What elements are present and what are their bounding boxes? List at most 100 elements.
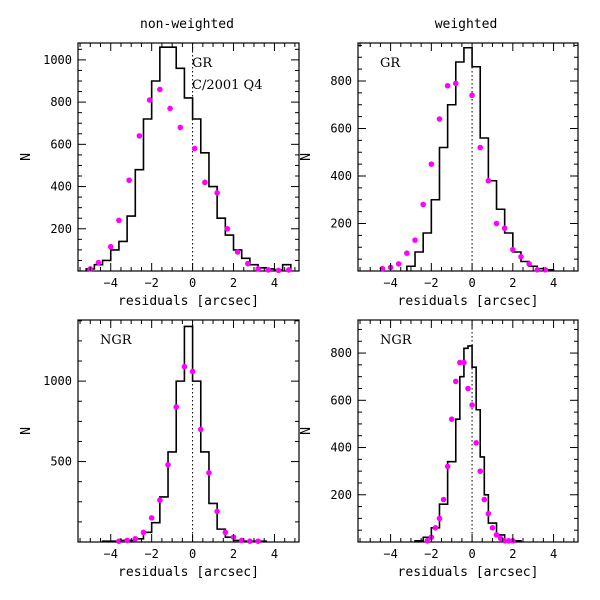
x-axis-label: residuals [arcsec] xyxy=(118,565,259,580)
data-point xyxy=(493,220,500,227)
data-point xyxy=(432,525,439,531)
data-point xyxy=(469,402,475,408)
data-point xyxy=(238,537,245,544)
data-point xyxy=(148,515,155,521)
data-point xyxy=(485,177,492,184)
data-point xyxy=(518,253,524,260)
data-point xyxy=(404,250,410,256)
panel-annotation: C/2001 Q4 xyxy=(192,78,262,93)
x-tick-label: 4 xyxy=(550,547,557,561)
y-axis-label: N xyxy=(19,153,34,161)
data-point xyxy=(469,92,475,99)
data-point xyxy=(395,261,402,267)
data-point xyxy=(224,225,231,232)
data-point xyxy=(202,179,208,186)
data-point xyxy=(124,537,130,544)
y-tick-label: 400 xyxy=(330,169,352,183)
data-point xyxy=(477,468,484,474)
x-axis-label: residuals [arcsec] xyxy=(398,565,539,580)
data-point xyxy=(157,497,163,503)
x-axis-label: residuals [arcsec] xyxy=(398,294,539,309)
y-axis-label: N xyxy=(299,153,314,161)
panel-annotation: GR xyxy=(192,56,213,71)
data-point xyxy=(420,201,426,208)
column-title-right: weighted xyxy=(435,17,498,32)
x-tick-label: 0 xyxy=(189,276,196,290)
y-tick-label: 200 xyxy=(50,222,72,236)
x-axis-label: residuals [arcsec] xyxy=(118,294,259,309)
y-tick-label: 600 xyxy=(330,122,352,136)
data-point xyxy=(136,133,143,139)
histogram-steps xyxy=(414,345,522,542)
data-point xyxy=(444,82,451,89)
data-point xyxy=(255,538,261,544)
x-tick-label: 2 xyxy=(230,547,237,561)
y-tick-label: 800 xyxy=(330,74,352,88)
x-tick-label: 4 xyxy=(271,276,278,290)
data-point xyxy=(452,80,459,87)
panel-2: −4 −2 0 2 4 200 400 600 800 residuals [arcsec] N GR xyxy=(299,42,579,309)
x-tick-label: −2 xyxy=(424,547,438,561)
data-point xyxy=(285,267,292,273)
data-point xyxy=(501,538,508,544)
data-point xyxy=(424,538,431,544)
x-tick-label: −4 xyxy=(383,547,397,561)
data-point xyxy=(473,440,479,446)
y-tick-label: 600 xyxy=(330,393,352,407)
y-tick-label: 400 xyxy=(330,441,352,455)
data-point xyxy=(497,535,504,542)
panel-annotation: NGR xyxy=(380,333,413,348)
plot-frame xyxy=(77,319,300,543)
y-tick-label: 800 xyxy=(50,95,72,109)
data-point xyxy=(157,86,163,93)
panel-4: −4 −2 0 2 4 200 400 600 800 residuals [arcsec] N NG… xyxy=(299,319,579,580)
data-point xyxy=(116,538,122,544)
panel-3: −4 −2 0 2 4 500 1000 residuals [arcsec] N NGR xyxy=(19,319,300,580)
data-point xyxy=(107,243,114,250)
y-tick-label: 200 xyxy=(330,488,352,502)
data-point xyxy=(181,363,188,370)
panel-annotation: NGR xyxy=(100,333,133,348)
data-point xyxy=(534,267,541,273)
y-tick-label: 600 xyxy=(50,137,72,151)
x-tick-label: −2 xyxy=(144,547,158,561)
data-point xyxy=(116,217,122,224)
data-point xyxy=(452,378,459,385)
data-point xyxy=(461,359,467,366)
plot-frame xyxy=(357,42,579,272)
y-tick-label: 1000 xyxy=(43,53,72,67)
data-point xyxy=(197,426,204,433)
data-point xyxy=(465,385,471,392)
y-tick-label: 800 xyxy=(330,346,352,360)
data-point xyxy=(412,237,418,243)
y-tick-label: 1000 xyxy=(43,374,72,388)
data-point xyxy=(428,161,435,167)
data-point xyxy=(214,508,220,515)
histogram-steps xyxy=(406,46,555,271)
data-point xyxy=(191,145,198,152)
y-tick-label: 200 xyxy=(330,217,352,231)
x-tick-label: 0 xyxy=(189,547,196,561)
data-point xyxy=(167,105,173,112)
x-tick-label: −4 xyxy=(104,547,118,561)
x-tick-label: 2 xyxy=(509,276,516,290)
data-point xyxy=(436,116,443,122)
data-point xyxy=(542,267,549,273)
data-point xyxy=(457,359,463,366)
x-tick-label: −4 xyxy=(104,276,118,290)
data-point xyxy=(247,538,253,544)
histogram-steps xyxy=(101,325,268,542)
data-point xyxy=(206,470,212,476)
column-title-left: non-weighted xyxy=(140,17,234,32)
data-point xyxy=(510,246,516,253)
y-tick-label: 500 xyxy=(50,455,72,469)
data-point xyxy=(505,538,512,544)
data-point xyxy=(177,124,184,131)
x-tick-label: 2 xyxy=(230,276,237,290)
data-point xyxy=(265,267,272,273)
data-point xyxy=(379,265,386,272)
data-point xyxy=(245,260,251,267)
data-point xyxy=(165,461,171,468)
data-point xyxy=(95,259,102,266)
x-tick-label: −2 xyxy=(424,276,438,290)
